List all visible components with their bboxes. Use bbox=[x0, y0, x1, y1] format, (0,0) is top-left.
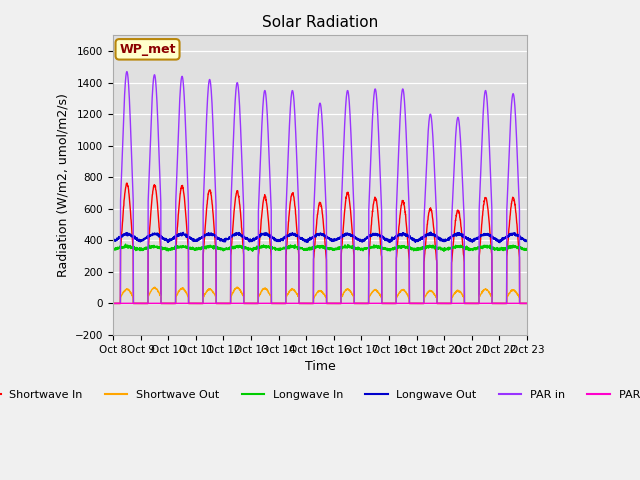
X-axis label: Time: Time bbox=[305, 360, 335, 373]
Text: WP_met: WP_met bbox=[119, 43, 176, 56]
Title: Solar Radiation: Solar Radiation bbox=[262, 15, 378, 30]
Legend: Shortwave In, Shortwave Out, Longwave In, Longwave Out, PAR in, PAR out: Shortwave In, Shortwave Out, Longwave In… bbox=[0, 385, 640, 404]
Y-axis label: Radiation (W/m2, umol/m2/s): Radiation (W/m2, umol/m2/s) bbox=[56, 93, 69, 277]
